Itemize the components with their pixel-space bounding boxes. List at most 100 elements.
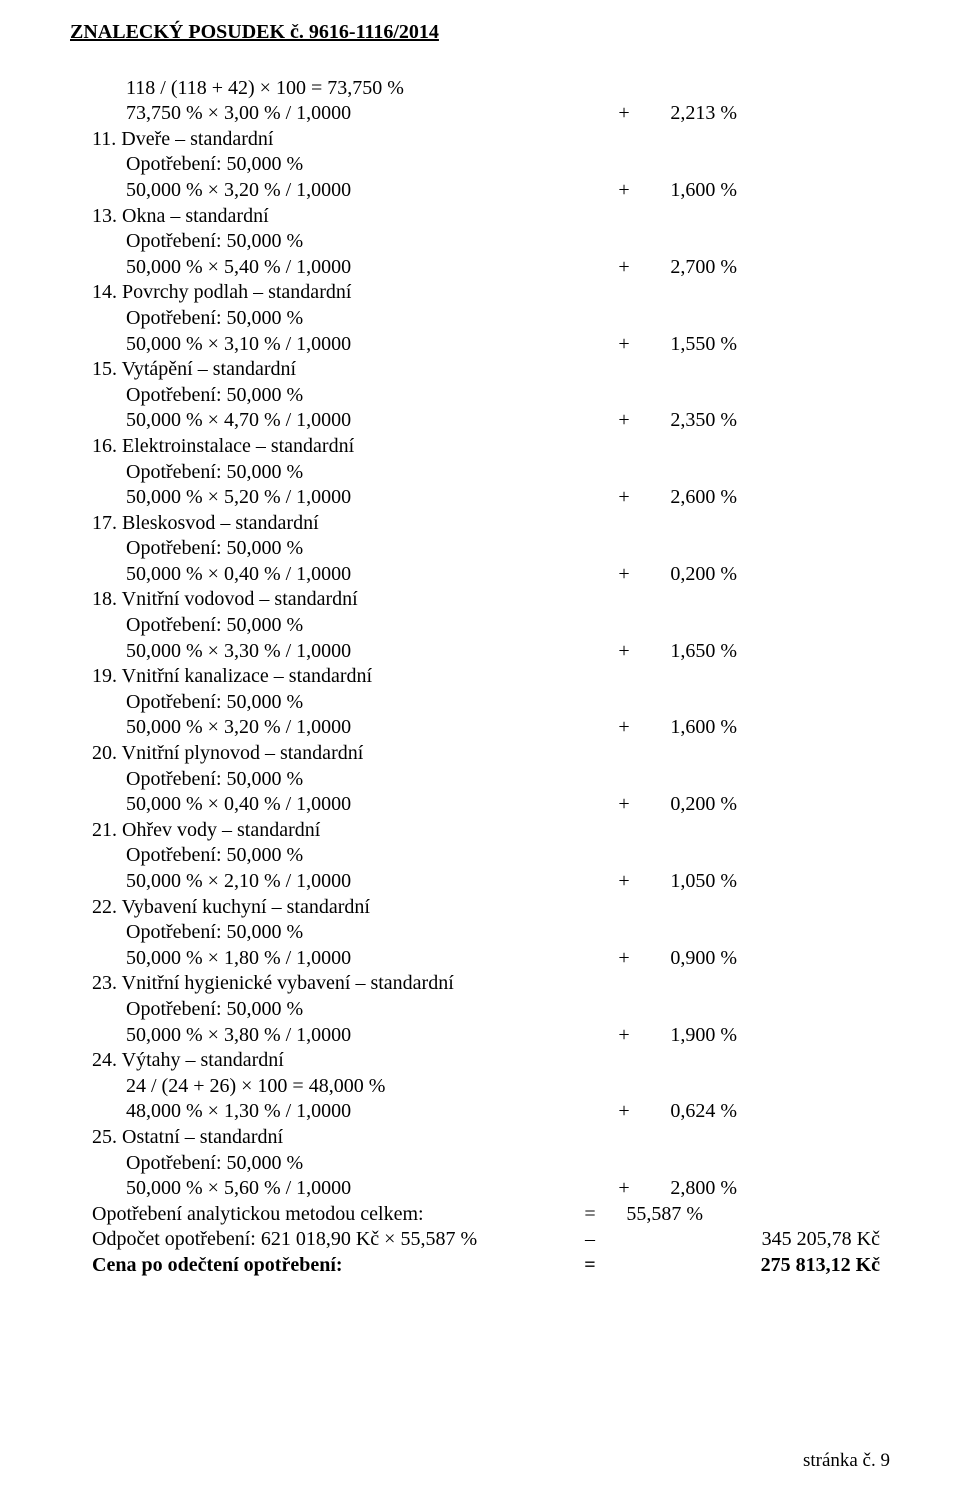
- item-sign: +: [611, 869, 637, 895]
- item-title: 18. Vnitřní vodovod – standardní: [92, 587, 577, 613]
- item-formula: 50,000 % × 1,80 % / 1,0000: [92, 946, 611, 972]
- item-sign: +: [611, 562, 637, 588]
- item-value: 1,600 %: [637, 715, 743, 741]
- item-formula-row: 50,000 % × 3,20 % / 1,0000+1,600 %: [92, 715, 890, 741]
- item-sign: +: [611, 1176, 637, 1202]
- item-title: 19. Vnitřní kanalizace – standardní: [92, 664, 577, 690]
- item-formula-row: 50,000 % × 3,20 % / 1,0000+1,600 %: [92, 178, 890, 204]
- item-wear: Opotřebení: 50,000 %: [92, 690, 611, 716]
- item-wear: Opotřebení: 50,000 %: [92, 152, 611, 178]
- item-value: 2,700 %: [637, 255, 743, 281]
- item-value: 2,350 %: [637, 408, 743, 434]
- item-title-row: 24. Výtahy – standardní: [92, 1048, 890, 1074]
- item-formula: 50,000 % × 2,10 % / 1,0000: [92, 869, 611, 895]
- summary-final: Cena po odečtení opotřebení: = 275 813,1…: [92, 1253, 890, 1279]
- item-title-row: 15. Vytápění – standardní: [92, 357, 890, 383]
- item-formula: 50,000 % × 5,20 % / 1,0000: [92, 485, 611, 511]
- item-title: 13. Okna – standardní: [92, 204, 577, 230]
- item-title-row: 17. Bleskosvod – standardní: [92, 511, 890, 537]
- item-title: 15. Vytápění – standardní: [92, 357, 577, 383]
- item-sign: +: [611, 332, 637, 358]
- item-sign: +: [611, 255, 637, 281]
- item-formula-row: 50,000 % × 5,40 % / 1,0000+2,700 %: [92, 255, 890, 281]
- item-formula: 50,000 % × 3,30 % / 1,0000: [92, 639, 611, 665]
- item-value: 0,200 %: [637, 792, 743, 818]
- item-formula-row: 48,000 % × 1,30 % / 1,0000+0,624 %: [92, 1099, 890, 1125]
- item-formula: 50,000 % × 5,60 % / 1,0000: [92, 1176, 611, 1202]
- item-title: 11. Dveře – standardní: [92, 127, 577, 153]
- item-value: 2,800 %: [637, 1176, 743, 1202]
- item-value: 1,050 %: [637, 869, 743, 895]
- item-sign: +: [611, 792, 637, 818]
- item-title: 20. Vnitřní plynovod – standardní: [92, 741, 577, 767]
- item-wear: Opotřebení: 50,000 %: [92, 229, 611, 255]
- intro-sign: +: [611, 101, 637, 127]
- item-formula-row: 50,000 % × 5,20 % / 1,0000+2,600 %: [92, 485, 890, 511]
- item-title-row: 23. Vnitřní hygienické vybavení – standa…: [92, 971, 890, 997]
- item-sign: +: [611, 1023, 637, 1049]
- item-sign: +: [611, 639, 637, 665]
- item-formula-row: 50,000 % × 4,70 % / 1,0000+2,350 %: [92, 408, 890, 434]
- item-title-row: 14. Povrchy podlah – standardní: [92, 280, 890, 306]
- item-value: 0,624 %: [637, 1099, 743, 1125]
- deduction-value: 345 205,78 Kč: [709, 1227, 890, 1253]
- item-value: 1,650 %: [637, 639, 743, 665]
- item-formula: 48,000 % × 1,30 % / 1,0000: [92, 1099, 611, 1125]
- intro-formula: 73,750 % × 3,00 % / 1,0000: [92, 101, 611, 127]
- item-wear-row: Opotřebení: 50,000 %: [92, 997, 890, 1023]
- summary-deduction: Odpočet opotřebení: 621 018,90 Kč × 55,5…: [92, 1227, 890, 1253]
- items-list: 11. Dveře – standardníOpotřebení: 50,000…: [92, 127, 890, 1202]
- item-sign: +: [611, 1099, 637, 1125]
- item-formula: 50,000 % × 5,40 % / 1,0000: [92, 255, 611, 281]
- item-title-row: 20. Vnitřní plynovod – standardní: [92, 741, 890, 767]
- item-title-row: 18. Vnitřní vodovod – standardní: [92, 587, 890, 613]
- intro-value: 2,213 %: [637, 101, 743, 127]
- item-title-row: 25. Ostatní – standardní: [92, 1125, 890, 1151]
- item-title: 24. Výtahy – standardní: [92, 1048, 577, 1074]
- page: ZNALECKÝ POSUDEK č. 9616-1116/2014 118 /…: [0, 0, 960, 1489]
- item-wear-row: Opotřebení: 50,000 %: [92, 690, 890, 716]
- item-title: 17. Bleskosvod – standardní: [92, 511, 577, 537]
- item-formula: 50,000 % × 3,80 % / 1,0000: [92, 1023, 611, 1049]
- item-value: 0,900 %: [637, 946, 743, 972]
- item-wear: Opotřebení: 50,000 %: [92, 383, 611, 409]
- item-wear-row: Opotřebení: 50,000 %: [92, 843, 890, 869]
- item-title-row: 16. Elektroinstalace – standardní: [92, 434, 890, 460]
- summary-total-wear: Opotřebení analytickou metodou celkem: =…: [92, 1202, 890, 1228]
- item-sign: +: [611, 485, 637, 511]
- total-wear-label: Opotřebení analytickou metodou celkem:: [92, 1202, 577, 1228]
- item-wear: Opotřebení: 50,000 %: [92, 920, 611, 946]
- item-wear: Opotřebení: 50,000 %: [92, 536, 611, 562]
- item-formula-row: 50,000 % × 0,40 % / 1,0000+0,200 %: [92, 792, 890, 818]
- item-formula-row: 50,000 % × 3,80 % / 1,0000+1,900 %: [92, 1023, 890, 1049]
- deduction-label: Odpočet opotřebení: 621 018,90 Kč × 55,5…: [92, 1227, 577, 1253]
- total-wear-value: 55,587 %: [603, 1202, 709, 1228]
- item-wear: Opotřebení: 50,000 %: [92, 997, 611, 1023]
- item-formula: 50,000 % × 0,40 % / 1,0000: [92, 792, 611, 818]
- item-value: 0,200 %: [637, 562, 743, 588]
- item-title-row: 21. Ohřev vody – standardní: [92, 818, 890, 844]
- item-value: 1,550 %: [637, 332, 743, 358]
- item-wear: Opotřebení: 50,000 %: [92, 306, 611, 332]
- final-value: 275 813,12 Kč: [709, 1253, 890, 1279]
- item-value: 1,600 %: [637, 178, 743, 204]
- item-formula: 50,000 % × 4,70 % / 1,0000: [92, 408, 611, 434]
- item-title: 21. Ohřev vody – standardní: [92, 818, 577, 844]
- item-wear-row: Opotřebení: 50,000 %: [92, 1151, 890, 1177]
- item-title-row: 19. Vnitřní kanalizace – standardní: [92, 664, 890, 690]
- final-label: Cena po odečtení opotřebení:: [92, 1253, 577, 1279]
- final-sign: =: [577, 1253, 603, 1279]
- item-wear-row: Opotřebení: 50,000 %: [92, 536, 890, 562]
- item-wear-row: Opotřebení: 50,000 %: [92, 920, 890, 946]
- item-formula-row: 50,000 % × 5,60 % / 1,0000+2,800 %: [92, 1176, 890, 1202]
- item-formula: 50,000 % × 0,40 % / 1,0000: [92, 562, 611, 588]
- item-wear-row: Opotřebení: 50,000 %: [92, 229, 890, 255]
- total-wear-sign: =: [577, 1202, 603, 1228]
- item-wear: Opotřebení: 50,000 %: [92, 613, 611, 639]
- item-formula-row: 50,000 % × 1,80 % / 1,0000+0,900 %: [92, 946, 890, 972]
- item-wear-row: Opotřebení: 50,000 %: [92, 306, 890, 332]
- item-title: 14. Povrchy podlah – standardní: [92, 280, 577, 306]
- item-title: 16. Elektroinstalace – standardní: [92, 434, 577, 460]
- item-value: 1,900 %: [637, 1023, 743, 1049]
- item-formula-row: 50,000 % × 2,10 % / 1,0000+1,050 %: [92, 869, 890, 895]
